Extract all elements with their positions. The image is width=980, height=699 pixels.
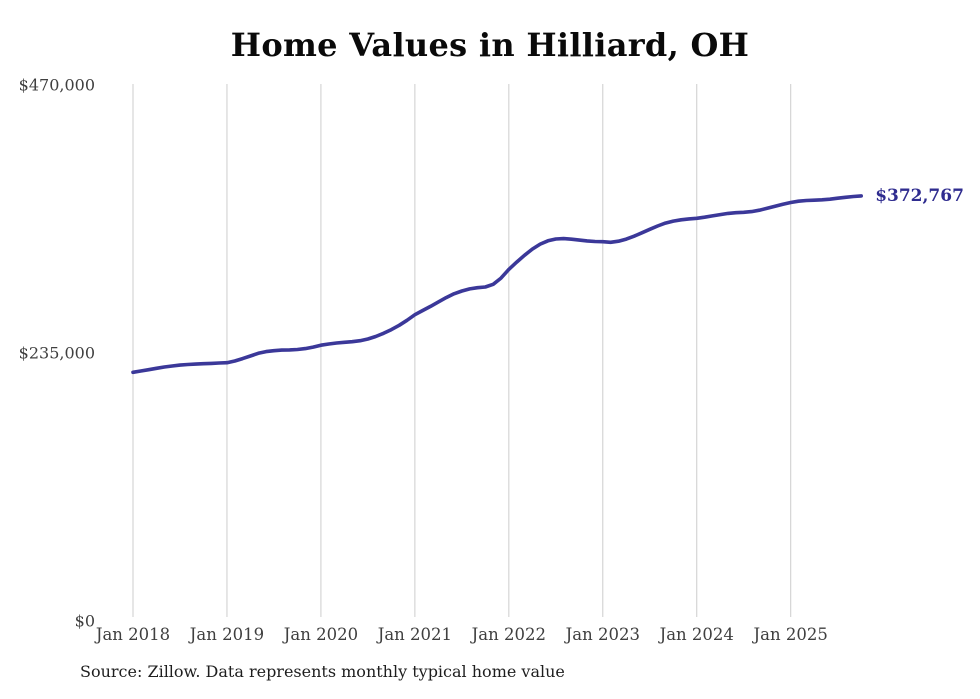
x-tick-label: Jan 2025: [752, 625, 828, 644]
y-tick-label: $0: [75, 612, 95, 631]
y-tick-label: $235,000: [19, 344, 95, 363]
x-tick-label: Jan 2019: [188, 625, 264, 644]
x-tick-label: Jan 2024: [658, 625, 734, 644]
value-line: [131, 194, 863, 375]
x-tick-label: Jan 2018: [94, 625, 170, 644]
y-tick-label: $470,000: [19, 76, 95, 95]
chart-title: Home Values in Hilliard, OH: [230, 26, 750, 64]
x-tick-label: Jan 2020: [282, 625, 358, 644]
source-note: Source: Zillow. Data represents monthly …: [80, 662, 565, 681]
x-tick-label: Jan 2021: [376, 625, 452, 644]
latest-value-label: $372,767: [875, 185, 964, 206]
x-tick-label: Jan 2022: [470, 625, 546, 644]
x-tick-label: Jan 2023: [564, 625, 640, 644]
